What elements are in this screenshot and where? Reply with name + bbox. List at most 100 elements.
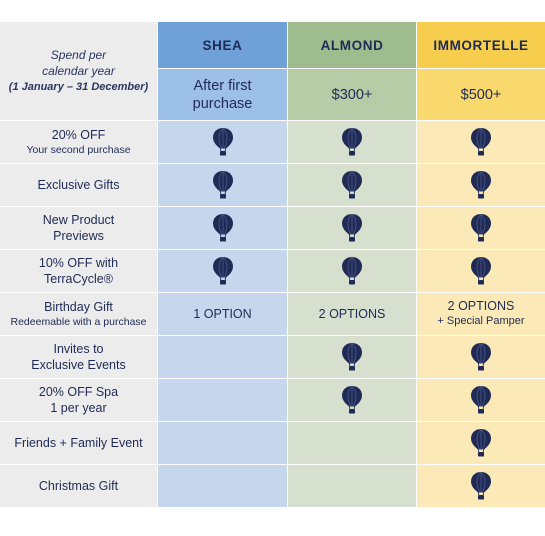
benefit-row: Christmas Gift — [0, 465, 545, 508]
benefit-label: Invites to Exclusive Events — [0, 336, 158, 379]
benefit-title: 20% OFF Spa — [38, 385, 119, 399]
option-text: 2 OPTIONS — [318, 306, 386, 321]
hot-air-balloon-icon — [212, 128, 233, 156]
tier-shea-requirement: After first purchase — [158, 69, 288, 121]
benefit-title: Invites to — [53, 342, 104, 356]
benefit-title: Birthday Gift — [44, 300, 113, 314]
benefit-row: 20% OFF Your second purchase — [0, 121, 545, 164]
benefit-title: 10% OFF with — [38, 256, 119, 270]
benefit-title-line-2: 1 per year — [50, 401, 107, 415]
benefit-immortelle-cell — [417, 465, 545, 508]
spend-line-2: calendar year — [42, 64, 115, 78]
hot-air-balloon-icon — [342, 171, 362, 199]
benefit-almond-cell — [288, 465, 417, 508]
benefit-label: Exclusive Gifts — [0, 164, 158, 207]
hot-air-balloon-icon — [212, 257, 233, 285]
tier-immortelle-header: IMMORTELLE — [417, 22, 545, 69]
benefit-row: 10% OFF with TerraCycle® — [0, 250, 545, 293]
benefit-almond-cell: 2 OPTIONS — [288, 293, 417, 336]
benefit-almond-cell — [288, 207, 417, 250]
benefit-almond-cell — [288, 422, 417, 465]
benefit-title: New Product — [42, 213, 115, 227]
tier-header-row: SHEA ALMOND IMMORTELLE — [0, 22, 545, 69]
benefit-shea-cell — [158, 379, 288, 422]
hot-air-balloon-icon — [212, 171, 233, 199]
requirement-line-2: purchase — [192, 95, 253, 112]
loyalty-tier-table: SHEA ALMOND IMMORTELLE Spend per calenda… — [0, 22, 545, 508]
benefit-subtitle: Your second purchase — [26, 144, 131, 156]
benefit-title: Friends + Family Event — [14, 436, 143, 450]
requirement-line-1: $500+ — [460, 86, 502, 103]
benefit-almond-cell — [288, 250, 417, 293]
hot-air-balloon-icon — [471, 386, 491, 414]
spend-label: Spend per calendar year (1 January – 31 … — [0, 22, 158, 121]
benefit-shea-cell — [158, 422, 288, 465]
benefit-almond-cell — [288, 336, 417, 379]
benefit-almond-cell — [288, 379, 417, 422]
benefit-label: Birthday Gift Redeemable with a purchase — [0, 293, 158, 336]
hot-air-balloon-icon — [471, 171, 491, 199]
hot-air-balloon-icon — [342, 128, 362, 156]
hot-air-balloon-icon — [471, 472, 491, 500]
option-text: 2 OPTIONS — [447, 299, 515, 313]
requirement-line-1: $300+ — [331, 86, 373, 103]
hot-air-balloon-icon — [471, 214, 491, 242]
benefit-row: New Product Previews — [0, 207, 545, 250]
benefit-shea-cell — [158, 121, 288, 164]
benefit-subtitle: Redeemable with a purchase — [10, 316, 147, 328]
tier-shea-header: SHEA — [158, 22, 288, 69]
benefit-title: Christmas Gift — [38, 479, 119, 493]
hot-air-balloon-icon — [342, 257, 362, 285]
spend-line-3: (1 January – 31 December) — [8, 81, 149, 93]
benefit-shea-cell — [158, 207, 288, 250]
benefit-row: Exclusive Gifts — [0, 164, 545, 207]
benefit-label: Christmas Gift — [0, 465, 158, 508]
hot-air-balloon-icon — [471, 128, 491, 156]
tier-name: SHEA — [202, 37, 243, 53]
benefit-immortelle-cell: 2 OPTIONS + Special Pamper — [417, 293, 545, 336]
benefit-title-line-2: Exclusive Events — [31, 358, 126, 372]
benefit-label: 20% OFF Your second purchase — [0, 121, 158, 164]
benefit-row: Friends + Family Event — [0, 422, 545, 465]
benefit-title: 20% OFF — [51, 128, 106, 142]
benefit-immortelle-cell — [417, 336, 545, 379]
spend-line-1: Spend per — [50, 48, 107, 62]
benefit-shea-cell — [158, 336, 288, 379]
tier-name: IMMORTELLE — [433, 37, 529, 53]
benefit-title-line-2: Previews — [53, 229, 104, 243]
benefit-shea-cell — [158, 465, 288, 508]
benefit-almond-cell — [288, 164, 417, 207]
benefit-label: New Product Previews — [0, 207, 158, 250]
benefit-immortelle-cell — [417, 121, 545, 164]
tier-almond-header: ALMOND — [288, 22, 417, 69]
hot-air-balloon-icon — [342, 214, 362, 242]
benefit-immortelle-cell — [417, 250, 545, 293]
option-text: 1 OPTION — [193, 306, 252, 321]
hot-air-balloon-icon — [471, 257, 491, 285]
benefit-row: Invites to Exclusive Events — [0, 336, 545, 379]
benefit-label: 20% OFF Spa 1 per year — [0, 379, 158, 422]
benefit-immortelle-cell — [417, 379, 545, 422]
benefit-almond-cell — [288, 121, 417, 164]
benefit-label: 10% OFF with TerraCycle® — [0, 250, 158, 293]
requirement-line-1: After first — [193, 77, 252, 94]
hot-air-balloon-icon — [471, 429, 491, 457]
tier-almond-requirement: $300+ — [288, 69, 417, 121]
benefit-immortelle-cell — [417, 164, 545, 207]
benefit-title-line-2: TerraCycle® — [44, 272, 113, 286]
tier-requirement-row: Spend per calendar year (1 January – 31 … — [0, 22, 545, 121]
benefit-immortelle-cell — [417, 207, 545, 250]
benefit-row: Birthday Gift Redeemable with a purchase 1… — [0, 293, 545, 336]
tier-immortelle-requirement: $500+ — [417, 69, 545, 121]
option-subtext: + Special Pamper — [437, 315, 525, 327]
benefit-shea-cell: 1 OPTION — [158, 293, 288, 336]
hot-air-balloon-icon — [342, 386, 362, 414]
hot-air-balloon-icon — [212, 214, 233, 242]
benefit-shea-cell — [158, 250, 288, 293]
tier-name: ALMOND — [320, 37, 384, 53]
benefit-label: Friends + Family Event — [0, 422, 158, 465]
benefit-row: 20% OFF Spa 1 per year — [0, 379, 545, 422]
benefit-immortelle-cell — [417, 422, 545, 465]
hot-air-balloon-icon — [342, 343, 362, 371]
benefit-title: Exclusive Gifts — [37, 178, 120, 192]
